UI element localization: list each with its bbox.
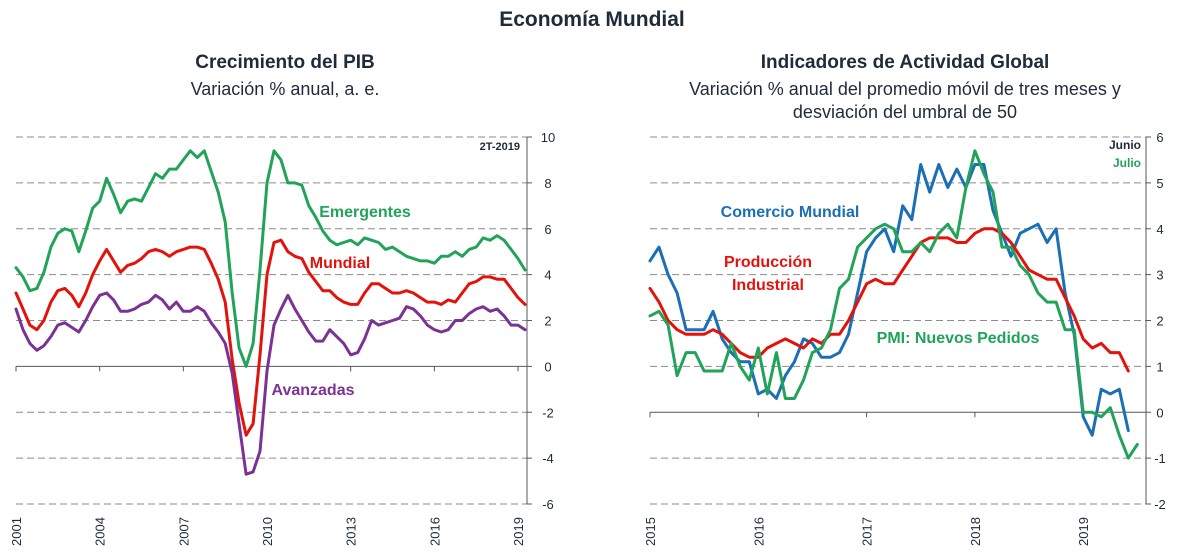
left-x-tick-label: 2019 [511,517,526,546]
right-x-tick-label: 2018 [968,517,983,546]
left-y-tick-label: 2 [544,314,551,329]
left-x-tick-label: 2010 [260,517,275,546]
left-x-tick-label: 2016 [427,517,442,546]
left-y-tick-label: -6 [542,497,554,512]
left-y-tick-label: 10 [541,130,555,145]
left-y-tick-label: 4 [544,268,551,283]
left-x-tick-label: 2007 [176,517,191,546]
left-series-mundial [14,238,527,437]
right-chart-subtitle-line-1: Variación % anual del promedio móvil de … [689,79,1121,99]
right-y-tick-label: 3 [1156,268,1163,283]
right-series-produccion-industrial [648,227,1130,373]
left-series-label: Mundial [310,255,370,272]
right-note: Julio [1113,156,1141,170]
left-series-label: Avanzadas [272,382,355,399]
left-x-tick-label: 2004 [93,517,108,546]
left-x-tick-label: 2013 [344,517,359,546]
right-x-tick-label: 2015 [643,517,658,546]
left-series-emergentes [14,149,527,368]
left-y-tick-label: -2 [542,405,554,420]
left-y-tick-label: 8 [544,176,551,191]
right-series-label: Producción [724,254,812,271]
right-y-tick-label: 6 [1156,130,1163,145]
right-y-tick-label: -1 [1154,451,1166,466]
left-y-tick-label: 6 [544,222,551,237]
right-chart-title: Indicadores de Actividad Global [760,52,1050,73]
right-series-label: Comercio Mundial [721,204,860,221]
left-chart-subtitle: Variación % anual, a. e. [190,79,380,99]
right-x-tick-label: 2016 [751,517,766,546]
right-y-tick-label: -2 [1154,497,1166,512]
right-x-tick-label: 2017 [860,517,875,546]
right-series-label: Industrial [732,277,804,294]
right-series-pmi-nuevos-pedidos [648,149,1139,460]
left-x-tick-label: 2001 [9,517,24,546]
right-y-tick-label: 0 [1156,405,1163,420]
right-series-label: PMI: Nuevos Pedidos [877,330,1040,347]
left-chart-title: Crecimiento del PIB [195,52,375,73]
right-y-tick-label: 1 [1156,359,1163,374]
right-chart-subtitle-line-2: desviación del umbral de 50 [792,102,1018,122]
left-series-label: Emergentes [319,204,411,221]
right-x-tick-label: 2019 [1076,517,1091,546]
right-y-tick-label: 4 [1156,222,1163,237]
right-y-tick-label: 2 [1156,314,1163,329]
left-y-tick-label: 0 [544,359,551,374]
page-title: Economía Mundial [499,8,685,31]
left-series-avanzadas [14,291,527,476]
left-note: 2T-2019 [480,141,520,153]
left-y-tick-label: -4 [542,451,554,466]
right-note: Junio [1109,138,1141,152]
right-y-tick-label: 5 [1156,176,1163,191]
